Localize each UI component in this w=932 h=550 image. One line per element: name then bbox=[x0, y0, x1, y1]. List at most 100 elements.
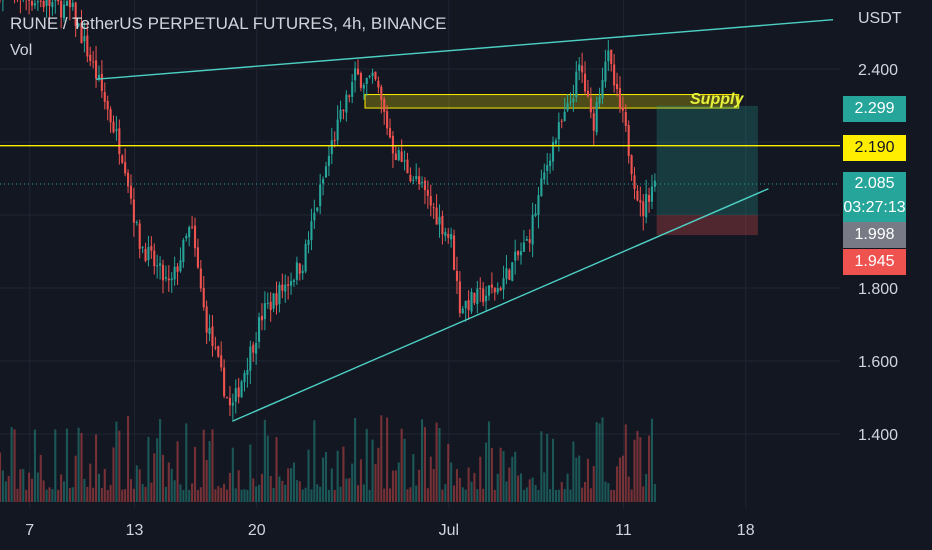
candle-body bbox=[601, 79, 604, 99]
volume-bar bbox=[412, 454, 415, 502]
volume-bar bbox=[193, 446, 197, 502]
volume-bar bbox=[13, 429, 16, 502]
volume-bar bbox=[592, 465, 595, 502]
candle-body bbox=[464, 301, 467, 309]
grid bbox=[0, 0, 840, 508]
candle-body bbox=[616, 84, 619, 89]
candle-body bbox=[231, 402, 234, 406]
candle-body bbox=[28, 0, 31, 1]
volume-bar bbox=[420, 419, 424, 502]
volume-bar bbox=[68, 488, 71, 502]
candle-body bbox=[453, 235, 456, 270]
candle-body bbox=[150, 245, 153, 251]
candle-body bbox=[301, 270, 304, 274]
candle-body bbox=[322, 179, 325, 184]
candle-body bbox=[362, 84, 365, 89]
candle-body bbox=[653, 180, 656, 187]
candle-body bbox=[351, 82, 354, 97]
candle-body bbox=[371, 72, 374, 77]
volume-bar bbox=[57, 489, 60, 502]
candle-body bbox=[225, 397, 229, 399]
zones bbox=[364, 94, 758, 236]
candle-body bbox=[205, 306, 208, 333]
candle-body bbox=[633, 175, 636, 190]
volume-bar bbox=[458, 477, 461, 502]
currency-label: USDT bbox=[858, 10, 902, 27]
candle-body bbox=[275, 293, 278, 306]
candle-body bbox=[642, 201, 645, 217]
candle-body bbox=[336, 119, 339, 141]
candle-body bbox=[57, 0, 60, 2]
volume-bar bbox=[578, 455, 581, 502]
drawn-lines[interactable] bbox=[0, 19, 840, 422]
candle-body bbox=[272, 293, 275, 309]
time-axis[interactable]: 7 13 20 Jul 11 18 bbox=[25, 522, 754, 539]
volume-bar bbox=[150, 482, 153, 502]
volume-bar bbox=[348, 478, 351, 502]
candle-body bbox=[583, 73, 587, 92]
volume-bar bbox=[511, 456, 514, 502]
candle-body bbox=[563, 111, 566, 122]
candle-body bbox=[89, 54, 92, 62]
candle-body bbox=[476, 288, 479, 305]
candle-body bbox=[257, 317, 261, 342]
volume-bar bbox=[423, 427, 426, 502]
volume-bar bbox=[115, 421, 118, 502]
volume-bar bbox=[220, 487, 223, 502]
volume-bar bbox=[109, 485, 112, 502]
volume-bar bbox=[199, 487, 202, 502]
candle-body bbox=[319, 184, 322, 207]
candle-body bbox=[159, 263, 162, 266]
candle-body bbox=[86, 35, 89, 57]
candle-body bbox=[598, 97, 601, 104]
volume-bar bbox=[351, 463, 354, 502]
volume-bar bbox=[129, 479, 133, 502]
volume-bar bbox=[278, 476, 281, 502]
volume-bar bbox=[607, 483, 610, 502]
upper-trendline bbox=[95, 19, 834, 80]
volume-bar bbox=[170, 468, 173, 502]
time-tick-label: 13 bbox=[126, 522, 144, 539]
candle-body bbox=[313, 212, 316, 221]
candle-body bbox=[45, 0, 48, 6]
candle-body bbox=[255, 342, 258, 354]
volume-bar bbox=[371, 439, 374, 502]
volume-bar bbox=[25, 489, 28, 502]
volume-bar bbox=[572, 441, 575, 502]
volume-bar bbox=[418, 469, 421, 502]
candle-body bbox=[191, 226, 194, 228]
volume-bar bbox=[295, 480, 298, 502]
volume-label[interactable]: Vol bbox=[10, 42, 33, 59]
candle-body bbox=[92, 61, 95, 63]
candle-body bbox=[243, 373, 246, 383]
candle-body bbox=[176, 266, 179, 272]
candle-body bbox=[418, 176, 421, 185]
candle-body bbox=[287, 284, 290, 286]
candle-body bbox=[429, 195, 432, 206]
volume-bar bbox=[179, 484, 182, 502]
candle-body bbox=[83, 36, 86, 42]
candle-body bbox=[30, 1, 34, 6]
volume-bar bbox=[304, 487, 307, 502]
volume-bar bbox=[479, 456, 482, 502]
candles bbox=[0, 0, 656, 420]
candle-body bbox=[618, 88, 622, 109]
volume-bar bbox=[374, 464, 377, 502]
chart-title[interactable]: RUNE / TetherUS PERPETUAL FUTURES, 4h, B… bbox=[10, 14, 447, 33]
volume-bar bbox=[89, 463, 92, 502]
candle-body bbox=[62, 4, 66, 19]
volume-bar bbox=[307, 449, 310, 502]
candle-body bbox=[479, 287, 482, 289]
volume-bar bbox=[618, 457, 622, 502]
volume-bar bbox=[39, 454, 42, 502]
candle-body bbox=[77, 23, 80, 26]
volume-bar bbox=[406, 489, 409, 502]
volume-bar bbox=[482, 488, 485, 502]
volume-bar bbox=[118, 430, 121, 502]
volume-bar bbox=[147, 436, 150, 502]
candle-body bbox=[342, 109, 345, 112]
candle-body bbox=[193, 225, 197, 249]
volume-bar bbox=[493, 489, 496, 502]
volume-bar bbox=[575, 457, 578, 502]
